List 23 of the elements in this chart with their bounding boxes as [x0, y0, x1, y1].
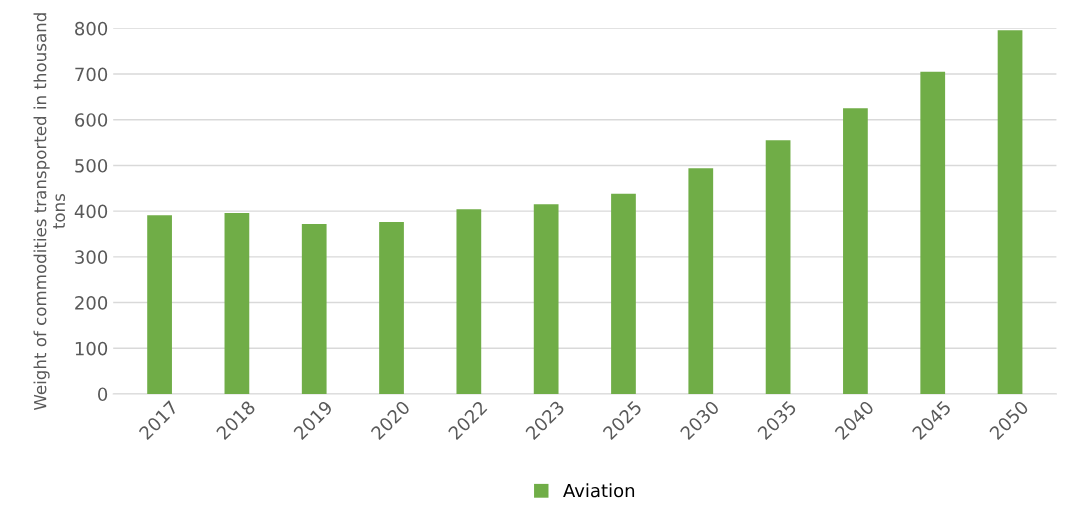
- y-tick-label: 800: [75, 21, 108, 36]
- bar: [997, 30, 1023, 394]
- y-tick-label: 0: [98, 387, 108, 402]
- bar: [843, 108, 868, 394]
- y-tick-label: 100: [75, 341, 108, 356]
- y-axis-title: Weight of commodities transported in thousand tons: [33, 13, 66, 411]
- bar: [301, 223, 327, 394]
- y-tick-label: 300: [75, 250, 108, 264]
- bar: [533, 204, 559, 394]
- legend-label: Aviation: [563, 483, 635, 498]
- y-tick-label: 600: [75, 113, 108, 127]
- bar: [379, 222, 404, 394]
- bar: [456, 209, 482, 394]
- bar: [688, 168, 714, 394]
- bar: [920, 71, 946, 394]
- y-tick-label: 400: [74, 204, 108, 219]
- y-tick-label: 700: [75, 67, 108, 82]
- y-tick-label: 500: [75, 158, 108, 173]
- bar: [147, 215, 172, 394]
- bar: [224, 212, 250, 394]
- bar: [765, 140, 791, 394]
- bar: [611, 193, 636, 394]
- y-tick-label: 200: [75, 296, 108, 310]
